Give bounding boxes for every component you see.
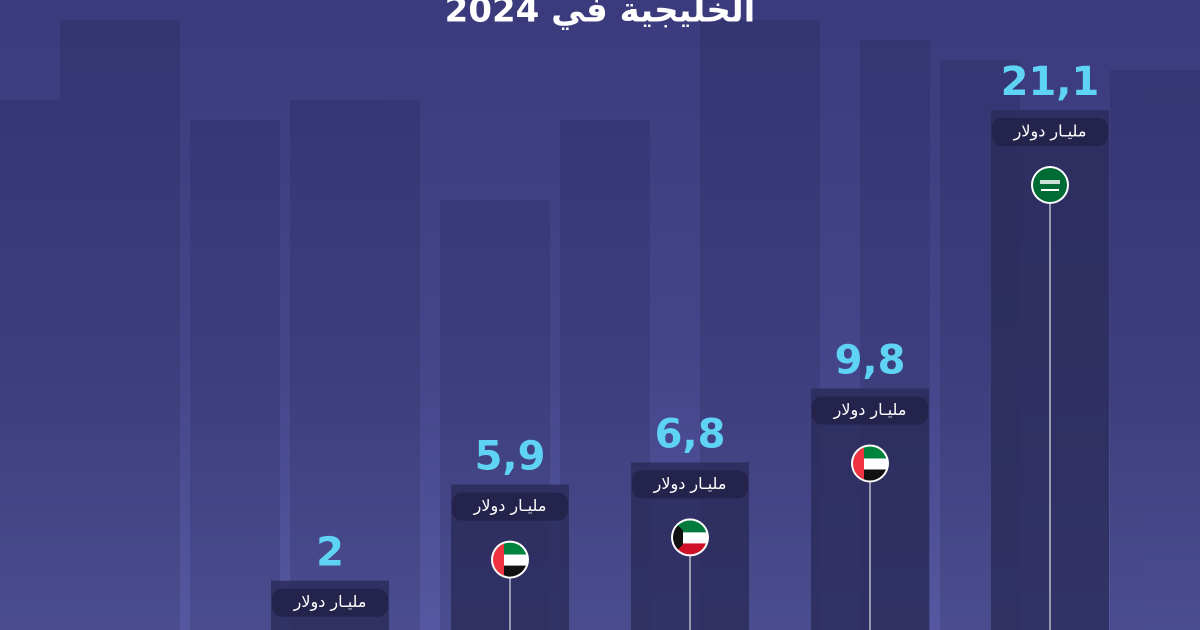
chart-title: الخليجية في 2024 [445,0,756,31]
value-label: 2 [316,530,344,576]
flag-icon [1031,166,1069,204]
flag-icon [671,518,709,557]
flag-band [493,554,527,566]
unit-label: مليـار دولار [653,474,727,494]
unit-pill [272,588,388,617]
value-label: 9,8 [835,337,906,383]
flag [673,520,707,555]
plot: 2 مليـار دولار 5,9 مليـار دولار 6,8 مليـار دو… [271,59,1109,630]
flag-band [853,458,887,470]
flag-band [853,469,887,481]
unit-label: مليـار دولار [293,592,367,612]
value-label: 5,9 [475,434,546,480]
flag [853,446,887,481]
flag [1033,168,1067,202]
flag-band [1033,168,1067,202]
flag-icon [491,540,529,579]
unit-pill [632,470,748,499]
value-label: 21,1 [1001,59,1100,105]
unit-pill [812,396,928,425]
flag-band [493,565,527,577]
flag-band [853,446,864,481]
unit-label: مليـار دولار [473,496,547,516]
flag-band [493,542,504,577]
flag-band [673,532,707,544]
value-label: 6,8 [655,411,726,457]
unit-label: مليـار دولار [833,400,907,420]
flag [493,542,527,577]
flag-band [673,543,707,555]
flag-icon [851,444,889,483]
flag-mark [1040,180,1060,184]
unit-label: مليـار دولار [1013,122,1087,142]
unit-pill [452,492,568,521]
flag-band [673,520,683,555]
flag-mark [1041,189,1059,191]
unit-pill [992,118,1108,146]
